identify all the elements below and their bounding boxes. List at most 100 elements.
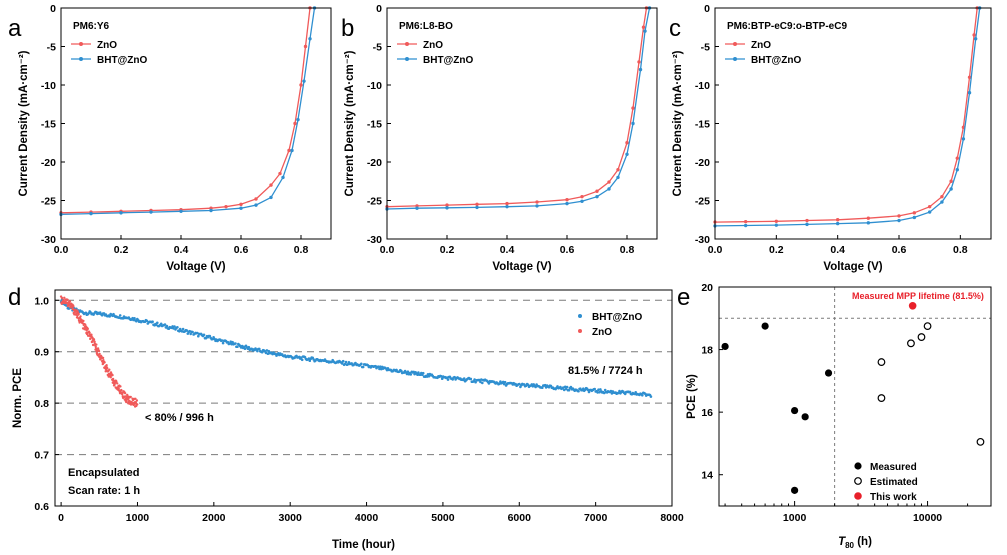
plot-frame	[54, 289, 673, 507]
data-point	[89, 337, 92, 341]
x-tick-label: 0.4	[830, 244, 845, 256]
data-point	[171, 325, 174, 328]
data-point	[616, 168, 620, 172]
x-tick-label: 0.0	[380, 244, 395, 256]
plot-frame	[718, 286, 992, 507]
legend-label: This work	[870, 492, 917, 503]
data-point	[149, 210, 153, 214]
data-point	[72, 305, 75, 308]
data-point	[949, 179, 953, 183]
data-point	[133, 317, 136, 320]
data-point	[94, 347, 98, 351]
data-point	[907, 339, 915, 348]
data-point	[84, 323, 87, 326]
data-point	[955, 156, 959, 160]
data-point	[563, 385, 567, 389]
data-point	[526, 383, 530, 387]
data-point	[518, 382, 521, 386]
data-point	[967, 91, 972, 95]
y-tick-label: 20	[701, 282, 713, 294]
panel-c: c 0.0 0.2 0.4 0.6 0.8 0 -5 -10 -15 -20 -25 -30 Voltag…	[669, 3, 992, 273]
data-point	[637, 60, 641, 64]
data-point	[628, 390, 632, 394]
data-point	[631, 121, 635, 126]
legend-label: ZnO	[97, 40, 117, 51]
legend-label: Measured	[870, 462, 917, 473]
data-point	[191, 330, 194, 334]
x-tick-label: 0.8	[620, 244, 635, 256]
data-point	[115, 380, 118, 383]
data-point	[791, 406, 799, 415]
y-axis-label: Norm. PCE	[12, 368, 24, 428]
legend-label: ZnO	[592, 327, 612, 338]
data-point	[923, 322, 932, 331]
x-tick-label: 8000	[660, 512, 684, 524]
data-point	[416, 373, 419, 377]
data-point	[835, 218, 840, 222]
data-point	[93, 340, 96, 343]
x-axis-label: Voltage (V)	[823, 261, 882, 273]
x-tick-label: 0.2	[114, 244, 129, 256]
y-tick-label: -25	[367, 196, 382, 208]
y-tick-label: -5	[373, 42, 382, 54]
data-point	[290, 148, 294, 153]
data-point	[260, 350, 264, 354]
data-point	[634, 391, 637, 394]
y-tick-label: -30	[367, 234, 382, 246]
x-tick-label: 4000	[355, 512, 379, 524]
data-point	[641, 25, 646, 29]
x-tick-label: 10000	[913, 512, 942, 524]
data-point	[77, 312, 80, 316]
data-point	[129, 395, 132, 399]
data-point	[102, 359, 105, 362]
data-point	[209, 208, 213, 213]
data-point	[90, 333, 93, 336]
x-axis-label: Voltage (V)	[492, 261, 551, 273]
panel-letter: c	[669, 15, 681, 42]
y-tick-label: 16	[701, 407, 713, 419]
data-point	[961, 137, 966, 141]
y-tick-label: -10	[367, 80, 382, 92]
data-point	[94, 345, 98, 349]
data-point	[469, 377, 473, 381]
legend-label: BHT@ZnO	[97, 55, 148, 66]
y-tick-label: -15	[41, 119, 56, 131]
data-point	[440, 377, 444, 381]
data-point	[535, 200, 539, 204]
x-tick-label: 0.2	[440, 244, 455, 256]
y-axis-label: Current Density (mA·cm⁻²)	[18, 50, 30, 196]
data-point	[866, 216, 871, 220]
data-point	[119, 385, 122, 388]
data-point	[300, 358, 304, 362]
x-tick-label: 0.6	[560, 244, 575, 256]
panel-letter: b	[341, 15, 354, 42]
data-point	[400, 369, 403, 373]
x-tick-label: 0.2	[769, 244, 784, 256]
legend-label: BHT@ZnO	[592, 312, 643, 323]
x-tick-label: 2000	[202, 512, 226, 524]
data-point	[580, 194, 584, 199]
data-point	[955, 168, 959, 172]
data-point	[565, 201, 569, 206]
data-point	[774, 219, 779, 223]
data-point	[151, 320, 154, 324]
data-point	[156, 321, 159, 325]
y-axis-label: Current Density (mA·cm⁻²)	[344, 50, 356, 196]
data-point	[62, 298, 65, 302]
panel-letter: a	[8, 15, 22, 42]
data-point	[95, 343, 98, 346]
x-tick-label: 0.6	[234, 244, 249, 256]
data-point	[125, 400, 128, 404]
series-line-zno	[386, 7, 648, 208]
x-tick-label: 0.0	[708, 244, 723, 256]
data-point	[535, 204, 539, 208]
data-point	[97, 349, 101, 353]
y-tick-label: 0	[50, 3, 56, 15]
y-tick-label: -10	[695, 80, 710, 92]
data-point	[378, 367, 381, 371]
data-point	[835, 221, 840, 226]
data-point	[587, 390, 591, 394]
data-point	[197, 334, 200, 338]
data-point	[91, 343, 95, 347]
data-point	[60, 296, 64, 300]
